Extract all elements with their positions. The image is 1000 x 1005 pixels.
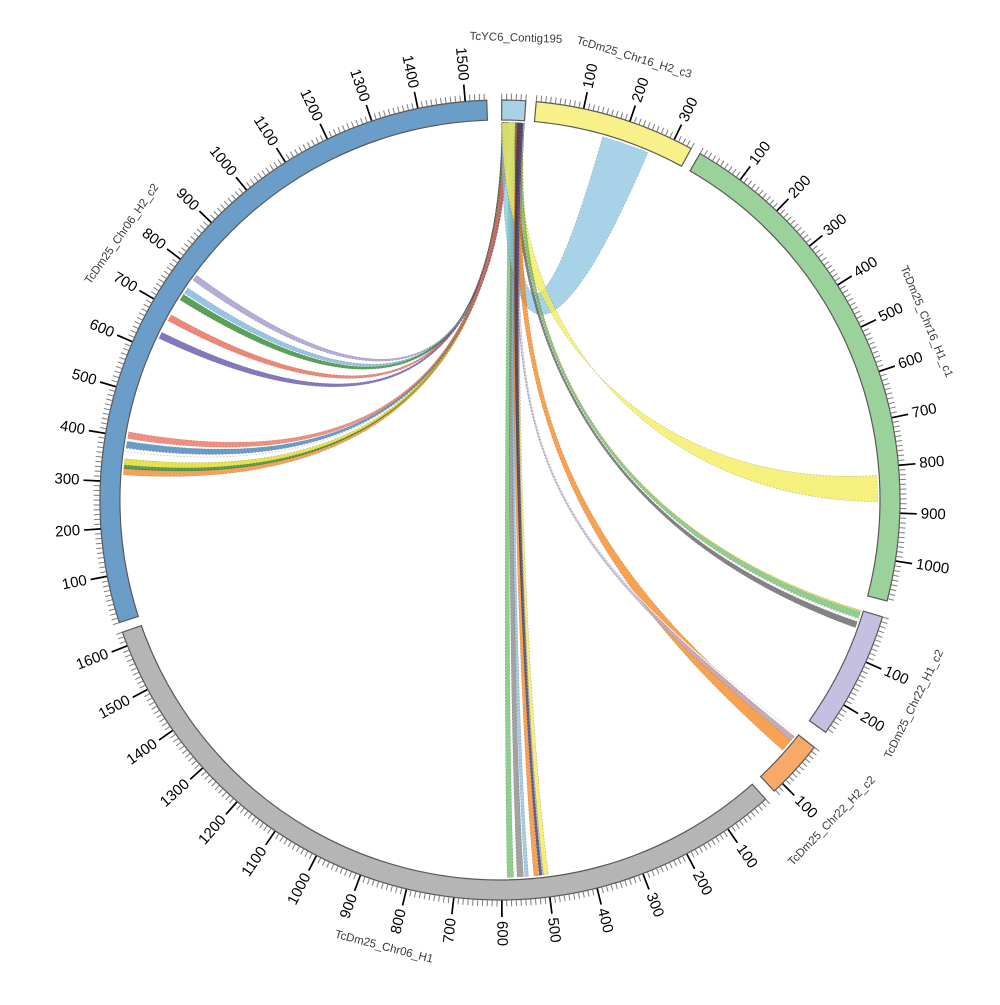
svg-text:900: 900 <box>920 505 946 523</box>
svg-text:600: 600 <box>493 921 510 946</box>
svg-text:1400: 1400 <box>398 54 421 90</box>
svg-text:TcYC6_Contig195: TcYC6_Contig195 <box>469 31 562 46</box>
svg-text:700: 700 <box>910 400 938 422</box>
svg-text:400: 400 <box>59 417 87 438</box>
svg-text:100: 100 <box>61 572 89 593</box>
svg-text:500: 500 <box>70 366 99 389</box>
svg-text:1000: 1000 <box>915 556 951 578</box>
svg-text:800: 800 <box>919 453 945 472</box>
svg-text:500: 500 <box>544 917 564 944</box>
svg-text:100: 100 <box>580 62 602 90</box>
svg-text:1500: 1500 <box>452 47 472 82</box>
svg-text:700: 700 <box>440 917 460 944</box>
svg-text:300: 300 <box>54 470 80 488</box>
svg-text:200: 200 <box>55 522 81 541</box>
svg-text:400: 400 <box>594 906 617 934</box>
svg-text:800: 800 <box>387 907 409 935</box>
